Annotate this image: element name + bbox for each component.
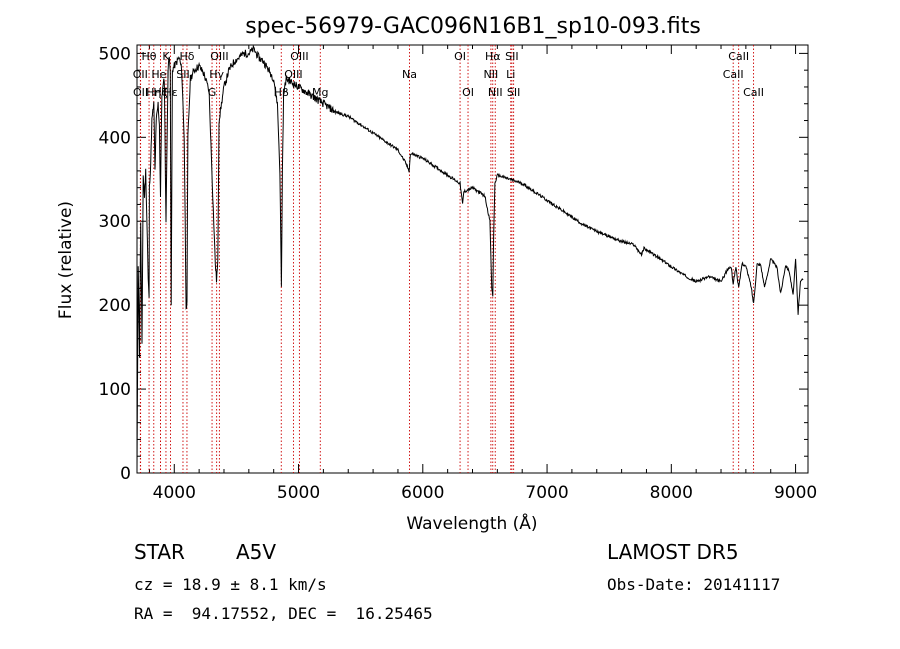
spectral-line-label: CaII bbox=[728, 50, 749, 63]
spectral-line-label: SII bbox=[507, 86, 520, 99]
ra-dec: RA = 94.17552, DEC = 16.25465 bbox=[134, 604, 433, 623]
spectral-line-label: Hη bbox=[146, 86, 161, 99]
spectral-line-label: OII bbox=[133, 68, 148, 81]
x-tick-label: 8000 bbox=[650, 483, 693, 503]
y-tick-label: 400 bbox=[99, 128, 131, 148]
spectral-line-label: OIII bbox=[284, 68, 302, 81]
x-tick-label: 4000 bbox=[153, 483, 196, 503]
y-tick-label: 500 bbox=[99, 44, 131, 64]
spectral-line-label: Mg bbox=[312, 86, 328, 99]
spectral-line-label: Hβ bbox=[274, 86, 289, 99]
observation-date: Obs-Date: 20141117 bbox=[607, 575, 781, 594]
object-class: STAR bbox=[134, 540, 185, 564]
x-tick-label: 5000 bbox=[277, 483, 320, 503]
spectral-line-label: OIII bbox=[290, 50, 308, 63]
spectral-line-label: NII bbox=[488, 86, 503, 99]
object-subclass: A5V bbox=[236, 540, 277, 564]
spectral-line-label: SII bbox=[505, 50, 518, 63]
plot-frame bbox=[136, 44, 809, 474]
y-tick-label: 200 bbox=[99, 296, 131, 316]
spectral-line-label: CaII bbox=[743, 86, 764, 99]
y-tick-label: 100 bbox=[99, 380, 131, 400]
spectral-line-label: Na bbox=[402, 68, 417, 81]
spectral-line-label: Hα bbox=[485, 50, 501, 63]
spectral-line-label: OI bbox=[454, 50, 466, 63]
spectral-line-label: NII bbox=[484, 68, 499, 81]
plot-area: 4000 5000 6000 7000 8000 9000 0 100 200 300 400 500… bbox=[99, 44, 817, 503]
survey-name: LAMOST DR5 bbox=[607, 540, 739, 564]
x-axis-label: Wavelength (Å) bbox=[406, 512, 537, 534]
y-tick-label: 0 bbox=[120, 464, 131, 484]
x-tick-label: 9000 bbox=[774, 483, 817, 503]
spectral-line-label: Hγ bbox=[209, 68, 224, 81]
spectral-line-label: CaII bbox=[723, 68, 744, 81]
chart-title: spec-56979-GAC096N16B1_sp10-093.fits bbox=[245, 14, 701, 39]
spectral-line-label: OI bbox=[462, 86, 474, 99]
spectral-line-label: Hε bbox=[163, 86, 177, 99]
spectral-line-label: Hζ bbox=[153, 86, 167, 99]
spectrum-series-line bbox=[136, 44, 804, 472]
spectral-line-label: SII bbox=[176, 68, 189, 81]
y-tick-label: 300 bbox=[99, 212, 131, 232]
x-tick-label: 7000 bbox=[525, 483, 568, 503]
spectral-line-label: Li bbox=[506, 68, 515, 81]
spectral-line-label: OIII bbox=[210, 50, 228, 63]
spectral-line-label: HeI bbox=[151, 68, 169, 81]
spectral-line-label: Hδ bbox=[179, 50, 194, 63]
spectral-line-label: Hθ bbox=[142, 50, 157, 63]
spectral-line-label: K bbox=[162, 50, 170, 63]
spectral-line-label: G bbox=[208, 86, 217, 99]
y-axis-label: Flux (relative) bbox=[56, 201, 76, 319]
spectral-line-label: OII bbox=[133, 86, 148, 99]
redshift-cz: cz = 18.9 ± 8.1 km/s bbox=[134, 575, 327, 594]
x-tick-label: 6000 bbox=[401, 483, 444, 503]
